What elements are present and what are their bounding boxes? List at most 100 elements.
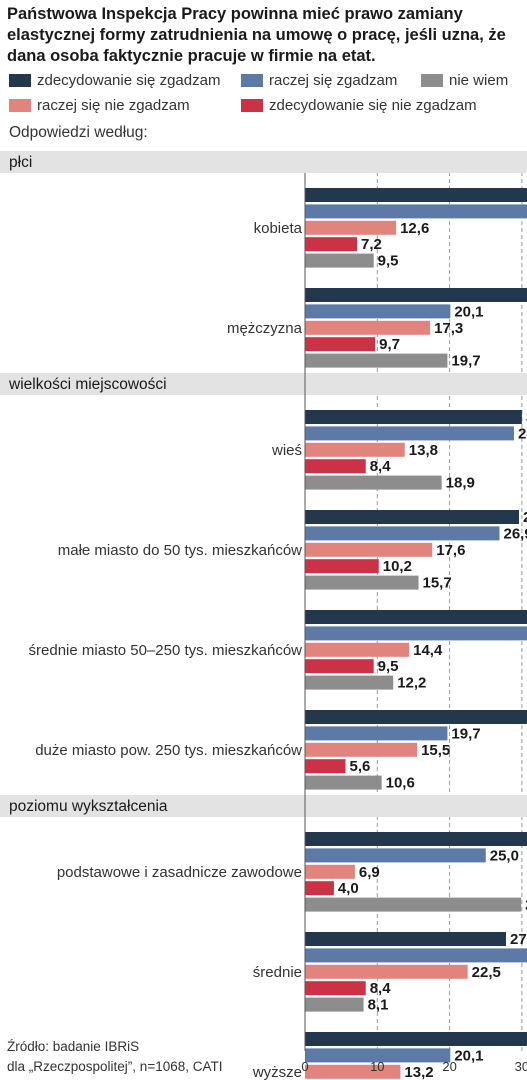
legend-label: nie wiem [449,72,509,89]
data-label: 13,2 [404,1064,433,1080]
bar [305,526,500,541]
bar [305,410,522,424]
data-label: 29,9 [525,897,527,914]
data-label: 27,8 [510,931,527,948]
data-label: 8,4 [370,980,392,997]
category-label: średnie [253,964,302,981]
bar [305,981,366,996]
group-header-label: wielkości miejscowości [8,376,167,393]
group-header-band [0,373,527,395]
source-line: dla „Rzeczpospolitej”, n=1068, CATI [7,1059,223,1074]
bar [305,288,527,302]
category-label: średnie miasto 50–250 tys. mieszkańców [29,642,303,659]
legend-swatch [241,74,263,87]
legend-item: raczej się nie zgadzam [9,97,190,114]
data-label: 9,7 [379,336,400,353]
bar [305,1064,401,1079]
bar [305,897,522,912]
category-label: mężczyzna [227,320,303,337]
bar [305,237,358,252]
group-header: płci [0,151,527,173]
bar [305,775,382,790]
category-label: wyższe [252,1064,302,1080]
bar [305,642,410,657]
data-label: 4,0 [338,880,359,897]
bar [305,997,364,1012]
bar [305,559,379,574]
x-tick-label: 20 [442,1059,456,1074]
x-tick-label: 10 [370,1059,384,1074]
gridlines [376,151,523,1051]
bar [305,659,374,674]
data-label: 29,6 [523,509,527,526]
data-label: 14,4 [413,642,443,659]
chart-title: Państwowa Inspekcja Pracy powinna mieć p… [7,5,506,65]
category-label: podstawowe i zasadnicze zawodowe [57,864,302,881]
bar [305,710,527,724]
data-label: 10,2 [383,558,412,575]
x-tick-label: 0 [301,1059,308,1074]
legend-label: raczej się nie zgadzam [37,97,190,114]
bar [305,253,374,268]
data-label: 7,2 [361,236,382,253]
data-label: 20,1 [454,303,483,320]
bar [305,304,451,319]
group-header-band [0,151,527,173]
data-label: 19,7 [451,725,480,742]
bar [305,675,394,690]
bar [305,204,527,219]
data-label: 12,6 [400,220,429,237]
legend-label: zdecydowanie się zgadzam [37,72,221,89]
category-label: kobieta [254,220,303,237]
legend-swatch [9,74,31,87]
legend-label: raczej się zgadzam [269,72,398,89]
bar [305,726,448,741]
data-label: 17,6 [436,542,465,559]
x-axis: 01020304050 [301,1059,527,1074]
category: 30,028,9 13,8 8,4 18,9 wieś [271,409,527,492]
data-label: 19,7 [451,353,480,370]
bar [305,948,527,963]
group-header: poziomu wykształcenia [0,795,527,817]
bar [305,1048,451,1063]
bar [305,1032,527,1046]
data-label: 17,3 [434,320,463,337]
bar [305,610,527,624]
data-label: 9,5 [378,253,399,270]
bar [305,575,419,590]
legend-item: nie wiem [421,72,508,89]
legend-swatch [241,99,263,112]
category-label: małe miasto do 50 tys. mieszkańców [58,542,302,559]
data-label: 20,1 [454,1047,483,1064]
bar [305,459,366,474]
data-label: 30,0 [526,409,527,426]
bar [305,742,418,757]
bar [305,353,448,368]
bar [305,475,442,490]
bar [305,626,527,641]
bar [305,220,397,235]
data-label: 15,5 [421,742,450,759]
bar [305,759,346,774]
data-label: 28,9 [518,425,527,442]
bar [305,848,486,863]
data-label: 5,6 [349,758,370,775]
data-label: 15,7 [423,575,452,592]
group-header-band [0,795,527,817]
data-label: 8,1 [368,997,389,1014]
bar [305,510,520,524]
bar [305,442,405,457]
source-note: Źródło: badanie IBRiS dla „Rzeczpospolit… [7,1037,222,1077]
bar [305,864,355,879]
group-header-label: płci [9,154,32,171]
category-label: wieś [271,442,302,459]
bar [305,964,468,979]
bar [305,320,431,335]
legend-item: zdecydowanie się nie zgadzam [241,97,477,114]
data-label: 12,2 [397,675,426,692]
